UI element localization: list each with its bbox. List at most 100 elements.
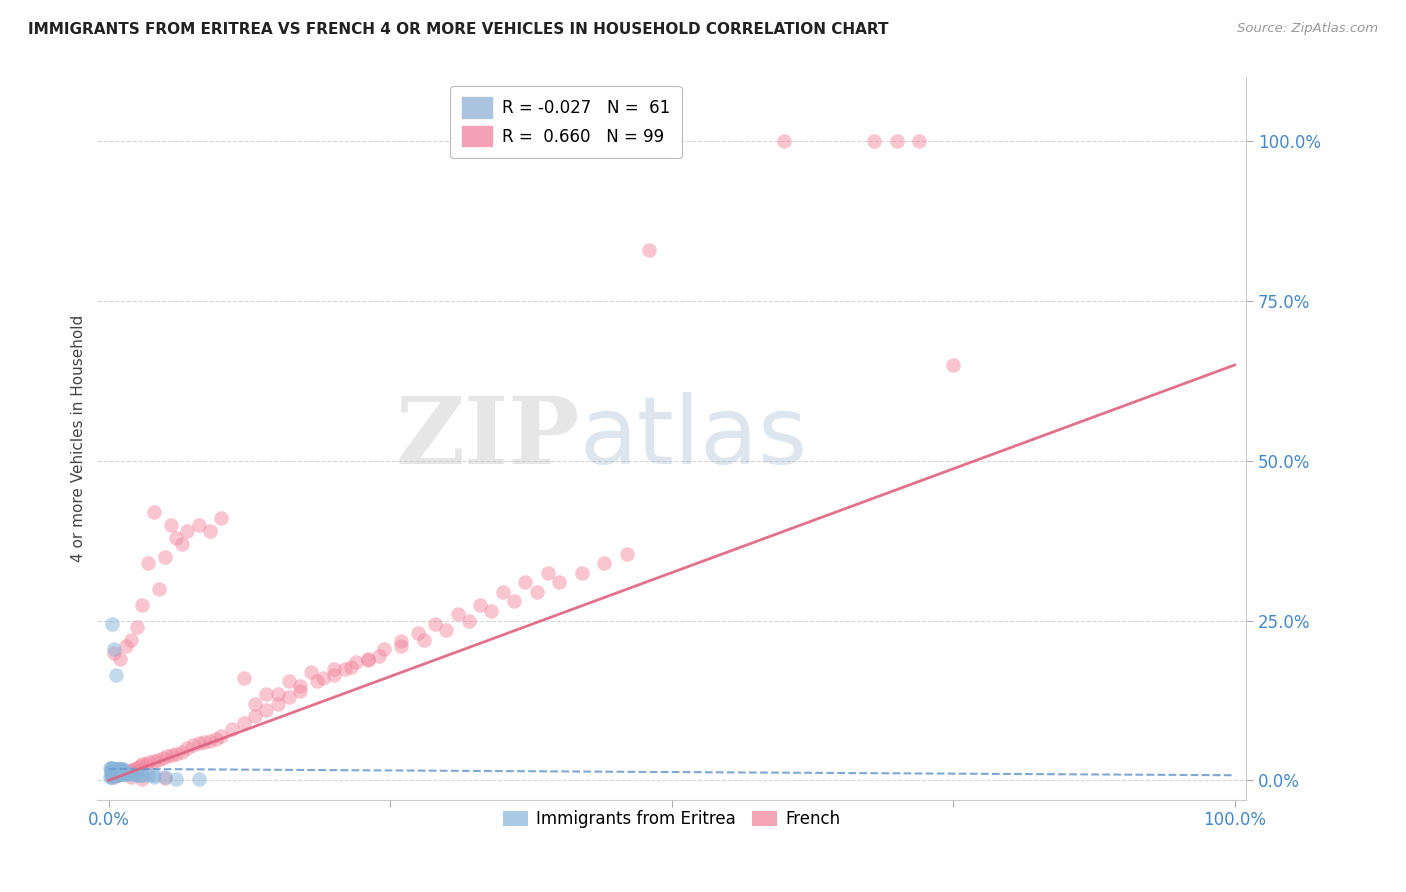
Point xyxy=(356,652,378,666)
Point xyxy=(101,616,124,631)
Point xyxy=(118,764,141,778)
Point xyxy=(176,741,198,756)
Point xyxy=(198,524,221,538)
Point xyxy=(103,646,125,660)
Text: atlas: atlas xyxy=(579,392,808,484)
Point xyxy=(107,764,129,778)
Point xyxy=(108,765,131,780)
Point xyxy=(108,764,131,778)
Point xyxy=(104,764,127,778)
Point xyxy=(886,134,908,148)
Point xyxy=(288,679,311,693)
Point xyxy=(288,684,311,698)
Point xyxy=(107,767,129,781)
Point xyxy=(537,566,560,580)
Point xyxy=(125,761,148,775)
Point xyxy=(515,575,537,590)
Point xyxy=(277,674,299,689)
Point xyxy=(373,642,395,657)
Point xyxy=(107,764,129,778)
Point xyxy=(98,761,121,775)
Point xyxy=(131,772,153,786)
Point xyxy=(481,604,503,618)
Point xyxy=(125,768,148,782)
Point xyxy=(311,671,333,685)
Point xyxy=(125,768,148,782)
Text: ZIP: ZIP xyxy=(395,393,579,483)
Point xyxy=(209,511,232,525)
Point xyxy=(367,648,389,663)
Point xyxy=(153,772,176,786)
Point xyxy=(131,757,153,772)
Point xyxy=(103,765,125,780)
Point xyxy=(100,764,122,778)
Point xyxy=(204,731,226,746)
Point xyxy=(266,697,288,711)
Point xyxy=(277,690,299,705)
Point xyxy=(103,642,125,657)
Point xyxy=(436,623,458,637)
Point xyxy=(105,765,128,780)
Point xyxy=(103,762,125,776)
Point xyxy=(101,765,124,780)
Point xyxy=(152,751,174,765)
Point xyxy=(447,607,470,622)
Point xyxy=(548,575,571,590)
Point xyxy=(98,770,121,784)
Point xyxy=(209,729,232,743)
Point xyxy=(122,762,145,776)
Point xyxy=(100,761,122,775)
Point xyxy=(101,768,124,782)
Point xyxy=(322,668,344,682)
Point xyxy=(114,639,136,653)
Point xyxy=(101,770,124,784)
Point xyxy=(111,762,134,776)
Point xyxy=(187,517,209,532)
Point xyxy=(356,653,378,667)
Point xyxy=(110,767,132,781)
Point xyxy=(131,598,153,612)
Point xyxy=(344,655,367,669)
Point xyxy=(105,768,128,782)
Point xyxy=(120,767,142,781)
Point xyxy=(156,749,179,764)
Point xyxy=(107,762,129,776)
Point xyxy=(254,703,277,717)
Point xyxy=(593,556,616,570)
Point xyxy=(773,134,796,148)
Point xyxy=(142,770,165,784)
Point xyxy=(470,598,492,612)
Point xyxy=(170,537,193,551)
Point xyxy=(108,762,131,776)
Text: IMMIGRANTS FROM ERITREA VS FRENCH 4 OR MORE VEHICLES IN HOUSEHOLD CORRELATION CH: IMMIGRANTS FROM ERITREA VS FRENCH 4 OR M… xyxy=(28,22,889,37)
Point xyxy=(105,762,128,776)
Point xyxy=(100,765,122,780)
Point xyxy=(103,768,125,782)
Point xyxy=(110,762,132,776)
Point xyxy=(107,765,129,780)
Point xyxy=(129,759,152,773)
Point xyxy=(120,764,142,778)
Point xyxy=(105,668,128,682)
Point xyxy=(107,768,129,782)
Point xyxy=(104,765,127,780)
Point xyxy=(136,768,159,782)
Point xyxy=(104,768,127,782)
Point xyxy=(187,772,209,786)
Point xyxy=(232,671,254,685)
Point xyxy=(108,652,131,666)
Point xyxy=(266,687,288,701)
Point xyxy=(492,585,515,599)
Point xyxy=(114,767,136,781)
Point xyxy=(616,547,638,561)
Point xyxy=(103,768,125,782)
Point xyxy=(148,582,170,596)
Point xyxy=(142,768,165,782)
Point xyxy=(221,723,243,737)
Point xyxy=(389,634,412,648)
Point xyxy=(114,767,136,781)
Point xyxy=(131,768,153,782)
Point xyxy=(142,754,165,768)
Point xyxy=(125,620,148,634)
Point xyxy=(160,747,183,762)
